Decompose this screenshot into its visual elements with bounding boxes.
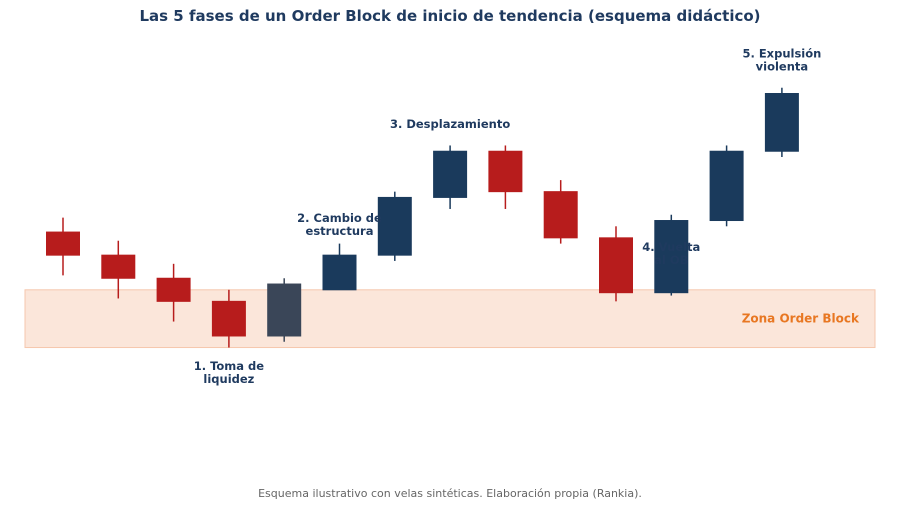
candle [377, 191, 412, 261]
candle [46, 217, 80, 276]
candle [156, 263, 191, 322]
phase-annotation-line: liquidez [203, 372, 254, 386]
candle-body [543, 191, 578, 239]
order-block-zone-layer: Zona Order Block [24, 289, 876, 349]
phase-annotation: 5. Expulsión violenta [742, 46, 821, 73]
phase-annotation: 1. Toma de liquidez [194, 359, 265, 386]
chart-caption: Esquema ilustrativo con velas sintéticas… [258, 487, 642, 500]
candle [764, 87, 799, 158]
candle-body [156, 277, 191, 302]
candle [599, 226, 633, 302]
candle-body [433, 150, 468, 198]
phase-annotation: 3. Desplazamiento [390, 117, 510, 131]
candle-body [764, 93, 799, 152]
candle-body [211, 300, 246, 337]
candle [322, 243, 357, 291]
candle [267, 278, 302, 342]
candle [488, 145, 523, 209]
candle [654, 214, 689, 296]
phase-annotation-line: 4. Vuelta [642, 240, 700, 254]
candle [433, 145, 468, 209]
candle-body [46, 231, 80, 256]
phase-annotation-line: al OB [654, 253, 688, 267]
phase-annotation-line: 3. Desplazamiento [390, 117, 510, 131]
candle [543, 180, 578, 244]
order-block-zone-label: Zona Order Block [742, 312, 860, 326]
phase-annotation-line: 5. Expulsión [742, 46, 821, 60]
phase-annotation-line: 1. Toma de [194, 359, 265, 373]
phase-annotation-line: estructura [306, 224, 374, 238]
candle-body [377, 196, 412, 256]
candle-body [101, 254, 136, 279]
annotations-layer: 1. Toma de liquidez 2. Cambio de estructura… [194, 46, 822, 386]
phase-annotation: 2. Cambio de estructura [297, 211, 382, 238]
candle-body [488, 150, 523, 193]
candle [211, 289, 246, 348]
candle [709, 145, 744, 227]
candle-body [709, 150, 744, 222]
order-block-candle-body [267, 283, 302, 337]
candle [101, 240, 136, 299]
phase-annotation-line: 2. Cambio de [297, 211, 382, 225]
phase-annotation: 4. Vuelta al OB [642, 240, 700, 267]
candle-body [322, 254, 357, 291]
phase-annotation-line: violenta [756, 59, 809, 73]
candle-body [654, 220, 689, 294]
candle-body [599, 237, 633, 294]
chart-title: Las 5 fases de un Order Block de inicio … [139, 7, 760, 25]
candles-layer [46, 87, 799, 348]
